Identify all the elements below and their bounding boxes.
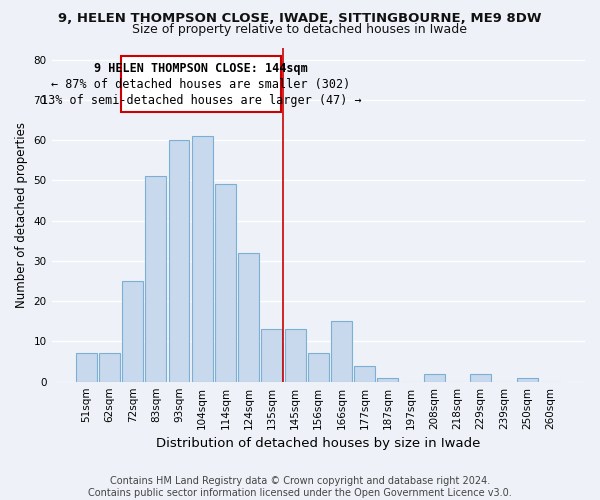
Bar bbox=[377, 378, 398, 382]
Bar bbox=[192, 136, 212, 382]
Bar bbox=[169, 140, 190, 382]
Text: 9, HELEN THOMPSON CLOSE, IWADE, SITTINGBOURNE, ME9 8DW: 9, HELEN THOMPSON CLOSE, IWADE, SITTINGB… bbox=[58, 12, 542, 26]
Text: Size of property relative to detached houses in Iwade: Size of property relative to detached ho… bbox=[133, 22, 467, 36]
Text: 9 HELEN THOMPSON CLOSE: 144sqm: 9 HELEN THOMPSON CLOSE: 144sqm bbox=[94, 62, 308, 74]
Text: Contains HM Land Registry data © Crown copyright and database right 2024.
Contai: Contains HM Land Registry data © Crown c… bbox=[88, 476, 512, 498]
Bar bbox=[424, 374, 445, 382]
Bar bbox=[517, 378, 538, 382]
Bar bbox=[308, 354, 329, 382]
Bar bbox=[262, 330, 283, 382]
Text: 13% of semi-detached houses are larger (47) →: 13% of semi-detached houses are larger (… bbox=[41, 94, 361, 107]
Text: ← 87% of detached houses are smaller (302): ← 87% of detached houses are smaller (30… bbox=[52, 78, 351, 90]
Bar bbox=[284, 330, 305, 382]
X-axis label: Distribution of detached houses by size in Iwade: Distribution of detached houses by size … bbox=[156, 437, 481, 450]
Bar bbox=[76, 354, 97, 382]
Bar bbox=[99, 354, 120, 382]
Bar bbox=[331, 322, 352, 382]
Bar bbox=[470, 374, 491, 382]
Bar bbox=[215, 184, 236, 382]
FancyBboxPatch shape bbox=[121, 56, 281, 112]
Bar bbox=[122, 281, 143, 382]
Y-axis label: Number of detached properties: Number of detached properties bbox=[15, 122, 28, 308]
Bar bbox=[145, 176, 166, 382]
Bar bbox=[238, 253, 259, 382]
Bar bbox=[354, 366, 375, 382]
